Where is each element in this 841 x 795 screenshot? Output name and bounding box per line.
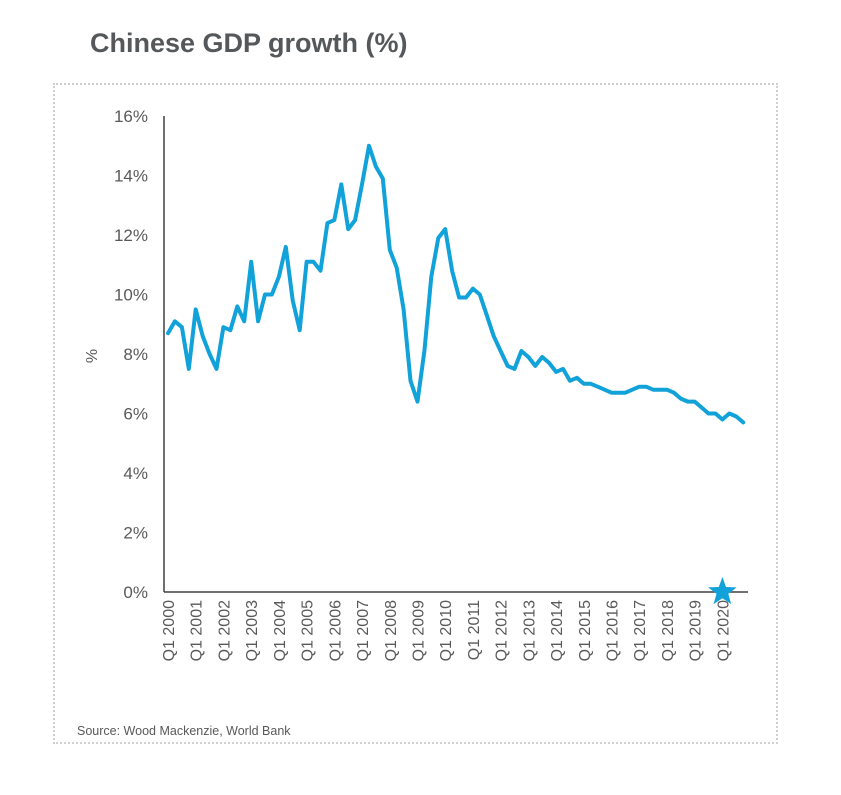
y-axis-ticks: 0% 2% 4% 6% 8% 10% 12% 14% 16% — [114, 107, 148, 602]
x-tick-label: Q1 2018 — [660, 600, 677, 661]
x-tick-label: Q1 2017 — [632, 600, 649, 661]
x-tick-label: Q1 2005 — [300, 600, 317, 661]
x-tick-label: Q1 2019 — [688, 600, 705, 661]
x-tick-label: Q1 2013 — [521, 600, 538, 661]
x-tick-label: Q1 2010 — [438, 600, 455, 661]
x-tick-label: Q1 2016 — [605, 600, 622, 661]
x-tick-label: Q1 2004 — [272, 600, 289, 661]
x-tick-label: Q1 2015 — [577, 600, 594, 661]
x-tick-label: Q1 2006 — [327, 600, 344, 661]
x-tick-label: Q1 2011 — [466, 600, 483, 660]
y-tick-label: 10% — [114, 286, 148, 305]
x-tick-label: Q1 2000 — [161, 600, 178, 661]
y-tick-label: 0% — [123, 583, 148, 602]
series-line-gdp-growth — [166, 143, 746, 425]
chart-frame — [53, 83, 778, 744]
x-tick-label: Q1 2001 — [189, 600, 206, 661]
x-tick-label: Q1 2007 — [355, 600, 372, 661]
chart-title: Chinese GDP growth (%) — [90, 28, 408, 58]
y-tick-label: 12% — [114, 226, 148, 245]
x-tick-label: Q1 2014 — [549, 600, 566, 661]
y-tick-label: 2% — [123, 524, 148, 543]
x-tick-label: Q1 2012 — [494, 600, 511, 661]
x-tick-label: Q1 2020 — [715, 600, 732, 661]
y-tick-label: 8% — [123, 345, 148, 364]
y-tick-label: 14% — [114, 167, 148, 186]
x-tick-label: Q1 2003 — [244, 600, 261, 661]
y-tick-label: 6% — [123, 405, 148, 424]
y-tick-label: 4% — [123, 464, 148, 483]
star-icon — [708, 577, 737, 605]
x-tick-label: Q1 2009 — [410, 600, 427, 661]
x-axis-ticks: Q1 2000 Q1 2001 Q1 2002 Q1 2003 Q1 2004 Q1 20… — [161, 600, 732, 661]
source-note: Source: Wood Mackenzie, World Bank — [77, 724, 291, 738]
x-tick-label: Q1 2008 — [383, 600, 400, 661]
x-tick-label: Q1 2002 — [216, 600, 233, 661]
y-axis-title: % — [84, 349, 101, 363]
y-tick-label: 16% — [114, 107, 148, 126]
